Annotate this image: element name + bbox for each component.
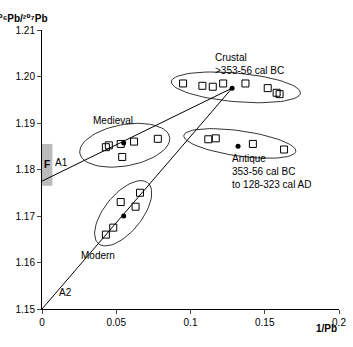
svg-text:A1: A1 [55,157,68,168]
svg-text:1.15: 1.15 [16,304,36,315]
svg-text:0.15: 0.15 [255,317,275,328]
svg-text:1.18: 1.18 [16,164,36,175]
svg-text:Medieval: Medieval [93,115,133,126]
svg-text:Crustal>353-56 cal BC: Crustal>353-56 cal BC [215,52,284,76]
svg-text:0.2: 0.2 [332,317,346,328]
svg-text:0: 0 [39,317,45,328]
svg-text:1.16: 1.16 [16,257,36,268]
svg-text:0.1: 0.1 [184,317,198,328]
svg-text:1.21: 1.21 [16,25,36,36]
svg-text:F: F [44,159,50,170]
svg-text:Modern: Modern [81,250,115,261]
svg-text:A2: A2 [59,287,72,298]
svg-text:²⁰⁶Pb/²⁰⁷Pb: ²⁰⁶Pb/²⁰⁷Pb [0,13,48,24]
svg-text:1.20: 1.20 [16,71,36,82]
svg-text:0.05: 0.05 [107,317,127,328]
svg-text:1.17: 1.17 [16,211,36,222]
svg-text:1/Pb: 1/Pb [316,323,337,334]
svg-text:1.19: 1.19 [16,118,36,129]
svg-text:Antique353-56 cal BCto 128-323: Antique353-56 cal BCto 128-323 cal AD [232,153,312,190]
